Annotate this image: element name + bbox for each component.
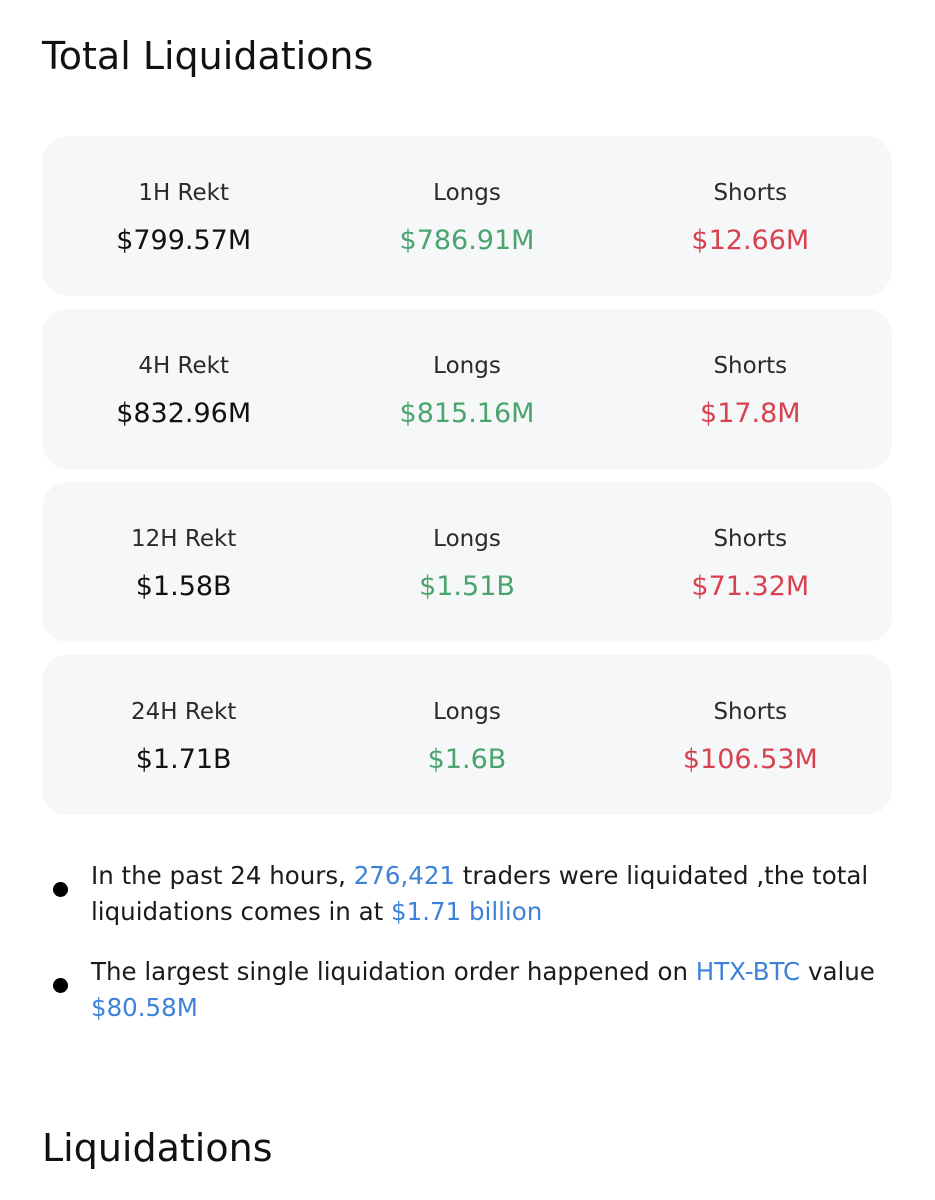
period-column: 4H Rekt $832.96M: [42, 309, 325, 469]
summary-text: The largest single liquidation order hap…: [91, 957, 696, 986]
shorts-value: $12.66M: [691, 225, 810, 256]
shorts-value: $71.32M: [691, 571, 810, 602]
period-label: 1H Rekt: [138, 180, 229, 206]
longs-column: Longs $786.91M: [325, 136, 608, 296]
longs-column: Longs $1.6B: [325, 655, 608, 815]
longs-column: Longs $1.51B: [325, 482, 608, 642]
shorts-label: Shorts: [713, 699, 788, 725]
liquidation-card-4h: 4H Rekt $832.96M Longs $815.16M Shorts $…: [42, 309, 892, 469]
summary-item-traders: In the past 24 hours, 276,421 traders we…: [50, 858, 900, 930]
bullet-dot-icon: [53, 978, 68, 993]
total-rekt-value: $1.58B: [135, 571, 232, 602]
period-column: 1H Rekt $799.57M: [42, 136, 325, 296]
shorts-value: $17.8M: [700, 398, 801, 429]
total-rekt-value: $832.96M: [116, 398, 252, 429]
pair-link[interactable]: HTX-BTC: [695, 957, 801, 986]
liquidations-title: Liquidations: [42, 1126, 273, 1170]
longs-label: Longs: [433, 526, 501, 552]
shorts-label: Shorts: [713, 353, 788, 379]
summary-text: value: [800, 957, 875, 986]
period-column: 12H Rekt $1.58B: [42, 482, 325, 642]
summary-item-largest: The largest single liquidation order hap…: [50, 954, 900, 1026]
total-liquidation-link[interactable]: $1.71 billion: [391, 897, 543, 926]
liquidation-card-24h: 24H Rekt $1.71B Longs $1.6B Shorts $106.…: [42, 655, 892, 815]
summary-text: In the past 24 hours,: [91, 861, 354, 890]
longs-column: Longs $815.16M: [325, 309, 608, 469]
liquidation-card-12h: 12H Rekt $1.58B Longs $1.51B Shorts $71.…: [42, 482, 892, 642]
shorts-value: $106.53M: [682, 744, 818, 775]
shorts-label: Shorts: [713, 526, 788, 552]
bullet-dot-icon: [53, 882, 68, 897]
summary-text: traders were liquidated ,the total liqui…: [91, 861, 869, 926]
period-column: 24H Rekt $1.71B: [42, 655, 325, 815]
period-label: 4H Rekt: [138, 353, 229, 379]
longs-value: $1.51B: [419, 571, 515, 602]
total-rekt-value: $799.57M: [116, 225, 252, 256]
total-liquidations-title: Total Liquidations: [42, 34, 374, 78]
longs-label: Longs: [433, 353, 501, 379]
longs-label: Longs: [433, 180, 501, 206]
liquidation-cards: 1H Rekt $799.57M Longs $786.91M Shorts $…: [42, 136, 892, 828]
traders-count-link[interactable]: 276,421: [353, 861, 456, 890]
longs-value: $1.6B: [427, 744, 507, 775]
period-label: 24H Rekt: [131, 699, 237, 725]
shorts-column: Shorts $12.66M: [609, 136, 892, 296]
summary-list: In the past 24 hours, 276,421 traders we…: [50, 858, 900, 1050]
shorts-column: Shorts $17.8M: [609, 309, 892, 469]
shorts-column: Shorts $71.32M: [609, 482, 892, 642]
shorts-column: Shorts $106.53M: [609, 655, 892, 815]
longs-value: $815.16M: [399, 398, 535, 429]
liquidation-card-1h: 1H Rekt $799.57M Longs $786.91M Shorts $…: [42, 136, 892, 296]
total-rekt-value: $1.71B: [135, 744, 232, 775]
largest-order-value-link[interactable]: $80.58M: [91, 993, 198, 1022]
period-label: 12H Rekt: [131, 526, 237, 552]
longs-label: Longs: [433, 699, 501, 725]
longs-value: $786.91M: [399, 225, 535, 256]
shorts-label: Shorts: [713, 180, 788, 206]
